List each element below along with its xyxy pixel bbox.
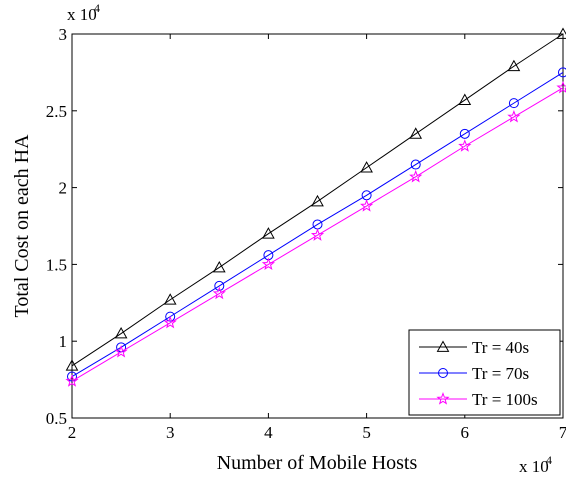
x-tick-label: 7 [559,423,566,442]
legend-label: Tr = 70s [472,364,529,383]
x-tick-label: 3 [166,423,175,442]
y-multiplier-label: x 10 [67,5,97,24]
y-axis-label: Total Cost on each HA [11,134,33,318]
y-tick-label: 1 [59,332,68,351]
x-axis-label: Number of Mobile Hosts [217,452,418,474]
y-tick-label: 1.5 [46,255,67,274]
x-tick-label: 4 [264,423,273,442]
y-tick-label: 2 [59,179,68,198]
legend-label: Tr = 40s [472,338,529,357]
y-tick-label: 0.5 [46,409,67,428]
x-multiplier-exponent: 4 [546,453,552,467]
legend: Tr = 40s Tr = 70s Tr = 100s [409,330,560,415]
y-multiplier-exponent: 4 [94,1,100,15]
y-tick-label: 3 [59,25,68,44]
x-tick-label: 5 [362,423,371,442]
x-tick-label: 2 [68,423,77,442]
legend-label: Tr = 100s [472,390,538,409]
y-tick-label: 2.5 [46,102,67,121]
x-tick-label: 6 [461,423,470,442]
x-multiplier-label: x 10 [519,457,549,476]
